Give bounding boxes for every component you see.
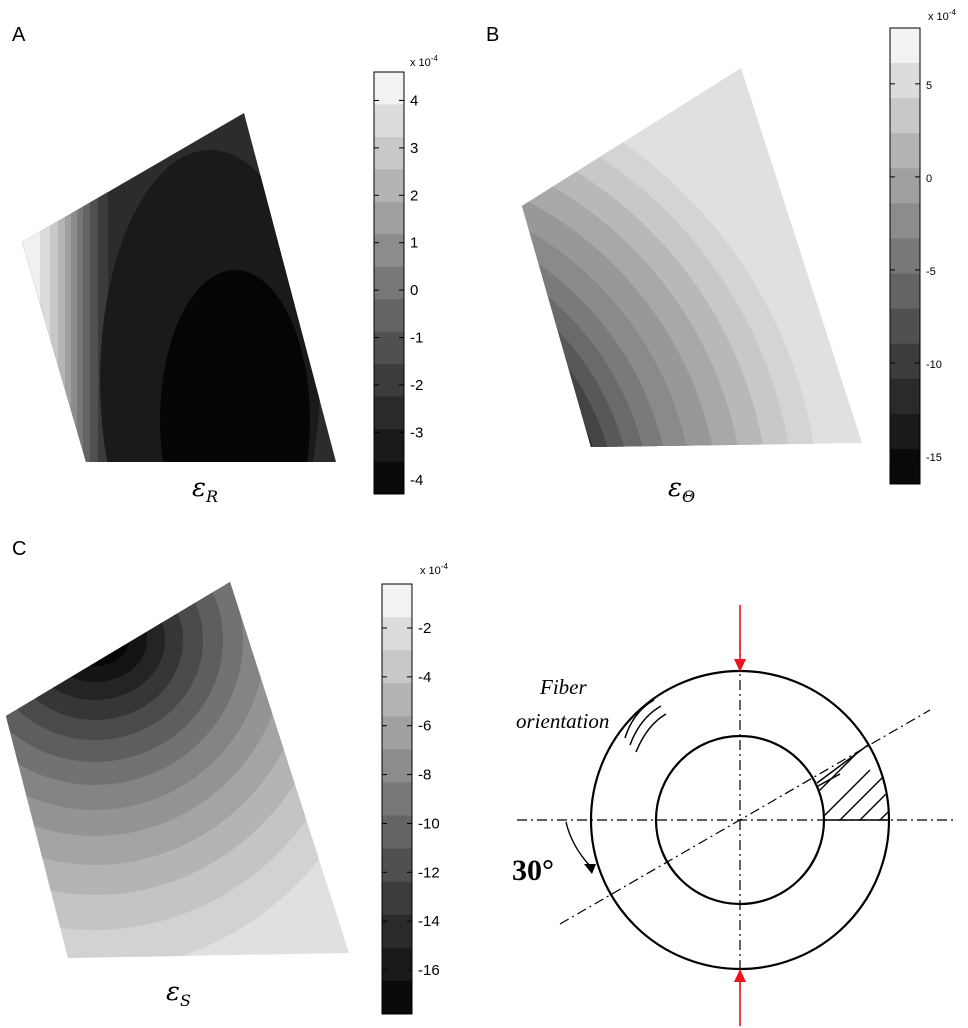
- colorbar-tick-label: 5: [926, 80, 932, 92]
- top-load-arrowhead: [734, 659, 746, 672]
- colorbar-tick-label: -14: [418, 913, 440, 930]
- colorbar-level: [382, 650, 412, 684]
- colorbar-frame: [373, 71, 405, 495]
- fiber-curve-1: [624, 699, 655, 739]
- colorbar-tick-label: 2: [410, 187, 418, 204]
- angle-arc: [565, 821, 591, 867]
- panel-c-label: C: [12, 538, 27, 560]
- panel-c-colorbar-ticks: -2 -4 -6 -8 -10 -12 -14 -16: [382, 620, 440, 979]
- fiber-curve-2: [629, 705, 662, 746]
- colorbar-level: [382, 617, 412, 651]
- colorbar-frame: [381, 583, 413, 1015]
- fiber-curve-3: [635, 713, 667, 753]
- colorbar-level: [890, 203, 920, 239]
- colorbar-tick-label: -2: [410, 377, 423, 394]
- schematic-ring-diagram: [517, 605, 955, 1026]
- colorbar-level: [890, 28, 920, 64]
- panel-a-colorbar: [373, 71, 405, 495]
- colorbar-level: [890, 63, 920, 99]
- panel-c-colorbar-multiplier: x 10-4: [420, 562, 448, 577]
- panel-c-field-label: εS: [166, 977, 191, 1010]
- colorbar-level: [382, 914, 412, 949]
- colorbar-tick-label: -16: [418, 962, 440, 979]
- colorbar-tick-label: -10: [926, 359, 942, 371]
- angle-label: 30°: [512, 854, 554, 887]
- panel-a-label: A: [12, 24, 26, 46]
- colorbar-tick-label: -5: [926, 266, 936, 278]
- colorbar-tick-label: -10: [418, 815, 440, 832]
- colorbar-tick-label: 0: [410, 282, 418, 299]
- colorbar-level: [374, 201, 404, 235]
- colorbar-level: [890, 98, 920, 134]
- colorbar-level: [382, 947, 412, 982]
- oblique-axis: [559, 709, 931, 925]
- colorbar-level: [382, 980, 412, 1015]
- colorbar-level: [890, 343, 920, 380]
- panel-b-colorbar-ticks: 5 0 -5 -10 -15: [890, 80, 942, 464]
- colorbar-level: [374, 331, 404, 365]
- colorbar-tick-label: -4: [418, 669, 431, 686]
- colorbar-tick-label: -6: [418, 718, 431, 735]
- colorbar-level: [890, 238, 920, 275]
- colorbar-level: [374, 396, 404, 430]
- hatched-section: [817, 745, 889, 820]
- panel-a-contour-map: [22, 113, 336, 462]
- colorbar-level: [890, 378, 920, 415]
- colorbar-level: [382, 881, 412, 916]
- colorbar-tick-label: -15: [926, 452, 942, 464]
- colorbar-level: [890, 448, 920, 485]
- colorbar-level: [374, 169, 404, 203]
- panel-a-colorbar-multiplier: x 10-4: [410, 54, 438, 69]
- colorbar-tick-label: -4: [410, 472, 423, 489]
- bottom-load-arrowhead: [734, 969, 746, 982]
- colorbar-level: [382, 716, 412, 750]
- colorbar-tick-label: -1: [410, 330, 423, 347]
- panel-b-field-label: εΘ: [668, 473, 695, 506]
- colorbar-level: [374, 104, 404, 138]
- colorbar-level: [382, 584, 412, 618]
- colorbar-level: [374, 461, 404, 495]
- colorbar-level: [374, 136, 404, 170]
- colorbar-level: [890, 308, 920, 345]
- colorbar-tick-label: -12: [418, 864, 440, 881]
- colorbar-level: [374, 299, 404, 333]
- colorbar-level: [382, 815, 412, 850]
- colorbar-tick-label: -2: [418, 620, 431, 637]
- colorbar-tick-label: 3: [410, 140, 418, 157]
- angle-arrowhead: [584, 864, 596, 874]
- colorbar-level: [382, 848, 412, 883]
- colorbar-level: [374, 429, 404, 463]
- colorbar-tick-label: -3: [410, 424, 423, 441]
- colorbar-level: [890, 273, 920, 310]
- panel-a-field-label: εR: [192, 473, 218, 506]
- panel-b-label: B: [486, 24, 500, 46]
- colorbar-level: [382, 782, 412, 817]
- colorbar-level: [374, 266, 404, 300]
- fiber-text-line2: orientation: [516, 709, 609, 733]
- colorbar-level: [890, 133, 920, 169]
- panel-b-colorbar: [889, 27, 921, 485]
- colorbar-tick-label: -8: [418, 767, 431, 784]
- colorbar-level: [890, 413, 920, 450]
- panel-b-colorbar-multiplier: x 10-4: [928, 8, 956, 23]
- panel-a-colorbar-ticks: 4 3 2 1 0 -1 -2 -3 -4: [374, 92, 423, 489]
- fiber-text-line1: Fiber: [539, 675, 587, 699]
- colorbar-frame: [889, 27, 921, 485]
- colorbar-level: [382, 683, 412, 717]
- colorbar-level: [374, 364, 404, 398]
- colorbar-tick-label: 0: [926, 173, 932, 185]
- colorbar-tick-label: 1: [410, 235, 418, 252]
- colorbar-level: [890, 168, 920, 204]
- colorbar-level: [374, 234, 404, 268]
- panel-c-colorbar: [381, 583, 413, 1015]
- colorbar-level: [374, 72, 404, 105]
- colorbar-tick-label: 4: [410, 92, 418, 109]
- colorbar-level: [382, 749, 412, 783]
